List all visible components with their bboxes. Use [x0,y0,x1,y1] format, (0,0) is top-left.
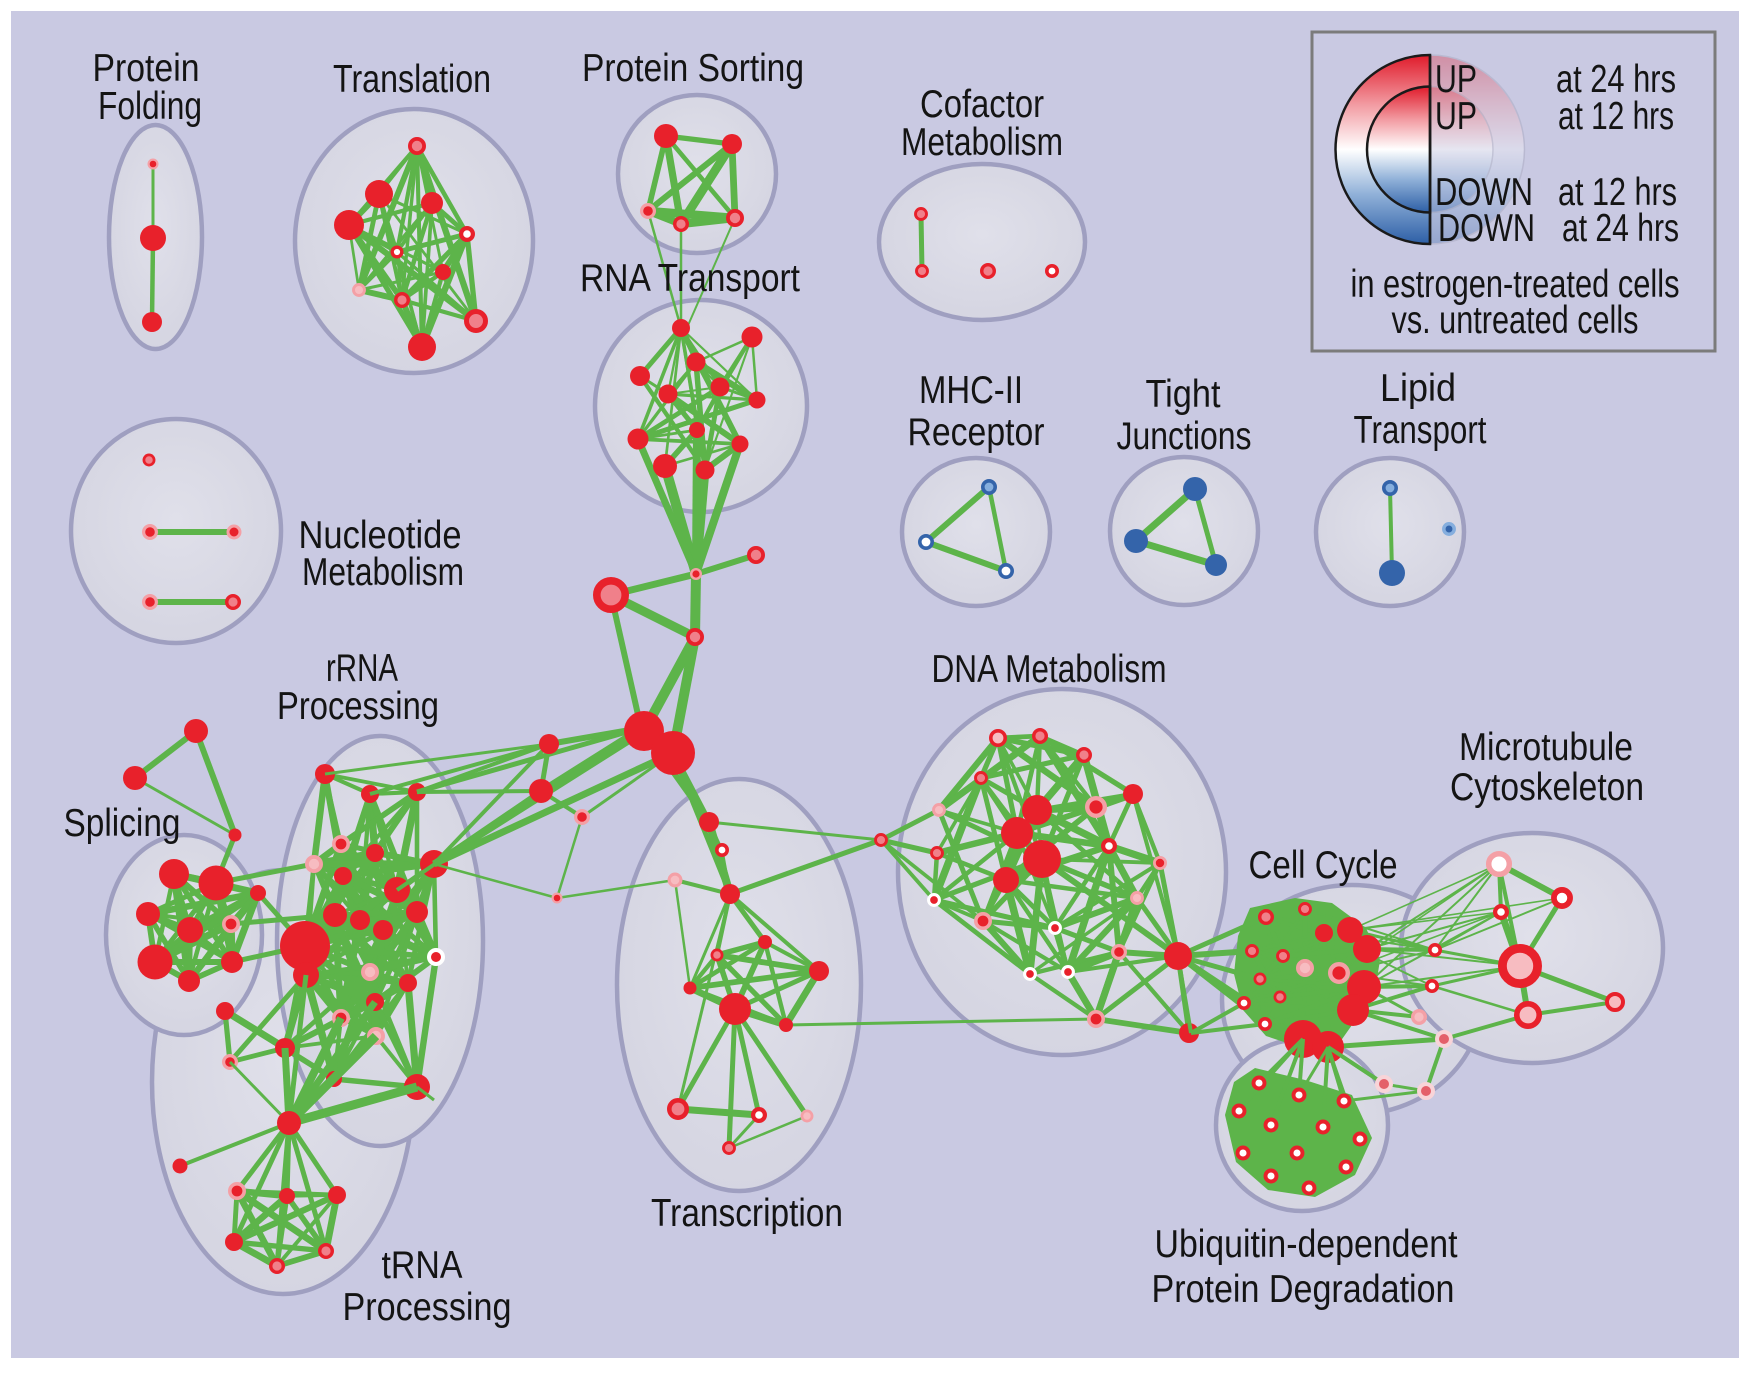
svg-text:MHC-II: MHC-II [919,369,1023,412]
svg-text:UP: UP [1435,95,1477,138]
svg-text:Microtubule: Microtubule [1459,726,1633,769]
svg-text:Translation: Translation [333,58,491,101]
svg-text:Protein: Protein [93,47,200,90]
svg-text:Processing: Processing [277,685,439,728]
svg-text:Ubiquitin-dependent: Ubiquitin-dependent [1155,1223,1458,1266]
svg-text:Folding: Folding [98,85,202,128]
svg-text:at 12 hrs: at 12 hrs [1558,171,1677,214]
svg-text:tRNA: tRNA [382,1244,463,1287]
svg-text:Transcription: Transcription [651,1192,843,1235]
svg-text:Protein Degradation: Protein Degradation [1152,1268,1455,1311]
svg-text:Metabolism: Metabolism [901,121,1063,164]
svg-text:Tight: Tight [1146,373,1221,416]
svg-text:DNA Metabolism: DNA Metabolism [932,648,1167,691]
svg-text:Cell Cycle: Cell Cycle [1249,844,1398,887]
svg-text:Junctions: Junctions [1117,415,1252,458]
svg-text:Cytoskeleton: Cytoskeleton [1450,766,1644,809]
svg-text:Lipid: Lipid [1380,367,1456,410]
svg-text:DOWN: DOWN [1438,207,1535,250]
svg-text:Processing: Processing [343,1286,512,1329]
svg-text:Splicing: Splicing [64,802,181,845]
svg-text:at 24 hrs: at 24 hrs [1562,207,1679,250]
svg-text:at 24 hrs: at 24 hrs [1556,58,1676,101]
svg-text:DOWN: DOWN [1435,171,1533,214]
svg-text:vs. untreated cells: vs. untreated cells [1392,299,1639,342]
svg-text:RNA Transport: RNA Transport [580,257,800,300]
svg-text:Metabolism: Metabolism [302,551,464,594]
svg-text:UP: UP [1435,58,1477,101]
svg-text:Transport: Transport [1354,409,1487,452]
svg-text:Nucleotide: Nucleotide [299,514,462,557]
svg-text:rRNA: rRNA [326,647,398,690]
svg-text:Protein Sorting: Protein Sorting [582,47,804,90]
svg-text:in estrogen-treated cells: in estrogen-treated cells [1351,263,1680,306]
svg-text:Receptor: Receptor [908,411,1045,454]
svg-text:at 12 hrs: at 12 hrs [1558,95,1674,138]
svg-text:Cofactor: Cofactor [920,83,1044,126]
